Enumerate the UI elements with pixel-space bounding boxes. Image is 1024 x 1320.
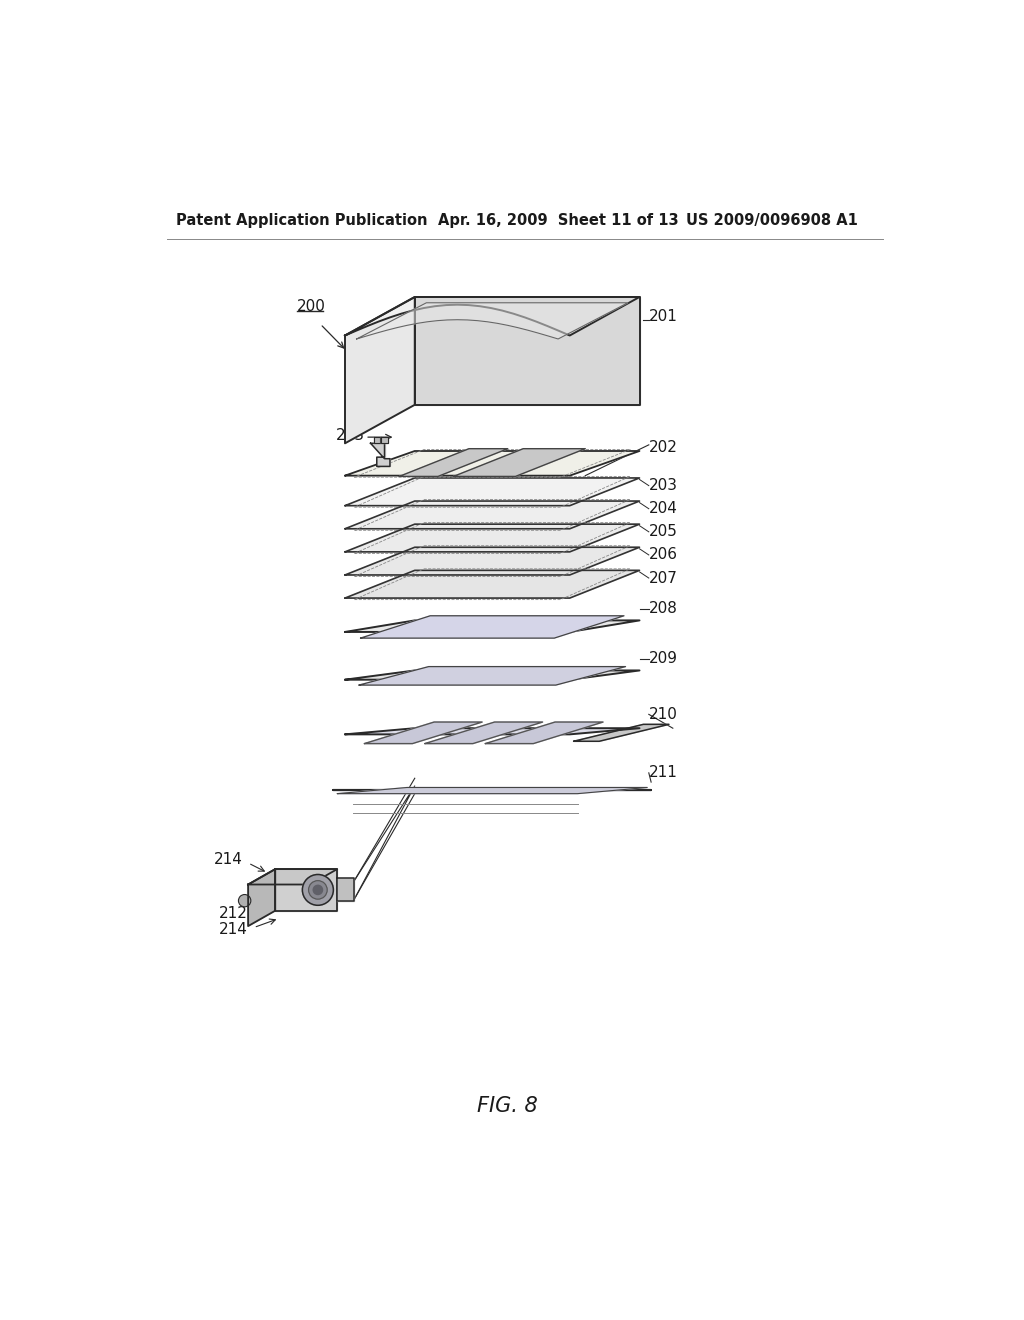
Polygon shape bbox=[371, 444, 390, 466]
Circle shape bbox=[308, 880, 328, 899]
Polygon shape bbox=[345, 620, 640, 632]
Polygon shape bbox=[275, 869, 337, 911]
Polygon shape bbox=[345, 524, 640, 552]
Text: 213: 213 bbox=[336, 428, 366, 444]
Polygon shape bbox=[345, 502, 640, 529]
Text: 209: 209 bbox=[649, 651, 678, 667]
Polygon shape bbox=[345, 451, 640, 475]
Polygon shape bbox=[425, 722, 543, 743]
Text: 202: 202 bbox=[649, 440, 678, 454]
Text: Patent Application Publication: Patent Application Publication bbox=[176, 213, 428, 227]
Polygon shape bbox=[345, 548, 640, 576]
Polygon shape bbox=[345, 297, 415, 444]
Polygon shape bbox=[399, 449, 508, 477]
Text: 214: 214 bbox=[214, 853, 243, 867]
Polygon shape bbox=[337, 878, 354, 902]
Polygon shape bbox=[345, 729, 640, 734]
Polygon shape bbox=[359, 667, 626, 685]
Polygon shape bbox=[345, 297, 640, 335]
Circle shape bbox=[239, 895, 251, 907]
Polygon shape bbox=[381, 437, 388, 444]
Text: 200: 200 bbox=[297, 298, 326, 314]
Polygon shape bbox=[345, 671, 640, 680]
Polygon shape bbox=[415, 297, 640, 405]
Polygon shape bbox=[248, 869, 275, 927]
Text: US 2009/0096908 A1: US 2009/0096908 A1 bbox=[686, 213, 858, 227]
Text: 207: 207 bbox=[649, 570, 678, 586]
Circle shape bbox=[302, 874, 334, 906]
Polygon shape bbox=[360, 615, 624, 638]
Polygon shape bbox=[356, 302, 628, 339]
Text: 203: 203 bbox=[649, 478, 678, 494]
Text: 206: 206 bbox=[649, 548, 678, 562]
Text: 208: 208 bbox=[649, 602, 678, 616]
Polygon shape bbox=[345, 570, 640, 598]
Polygon shape bbox=[248, 869, 337, 884]
Circle shape bbox=[313, 886, 323, 895]
Text: 210: 210 bbox=[649, 706, 678, 722]
Text: 214: 214 bbox=[219, 923, 248, 937]
Text: 212: 212 bbox=[219, 906, 248, 920]
Polygon shape bbox=[485, 722, 603, 743]
Text: Apr. 16, 2009  Sheet 11 of 13: Apr. 16, 2009 Sheet 11 of 13 bbox=[438, 213, 679, 227]
Text: 204: 204 bbox=[649, 502, 678, 516]
Text: 211: 211 bbox=[649, 766, 678, 780]
Text: FIG. 8: FIG. 8 bbox=[477, 1096, 539, 1115]
Polygon shape bbox=[454, 449, 586, 477]
Text: 205: 205 bbox=[649, 524, 678, 540]
Polygon shape bbox=[374, 437, 380, 444]
Polygon shape bbox=[337, 788, 647, 793]
Polygon shape bbox=[345, 478, 640, 506]
Text: 201: 201 bbox=[649, 309, 678, 323]
Polygon shape bbox=[365, 722, 482, 743]
Polygon shape bbox=[573, 725, 669, 742]
